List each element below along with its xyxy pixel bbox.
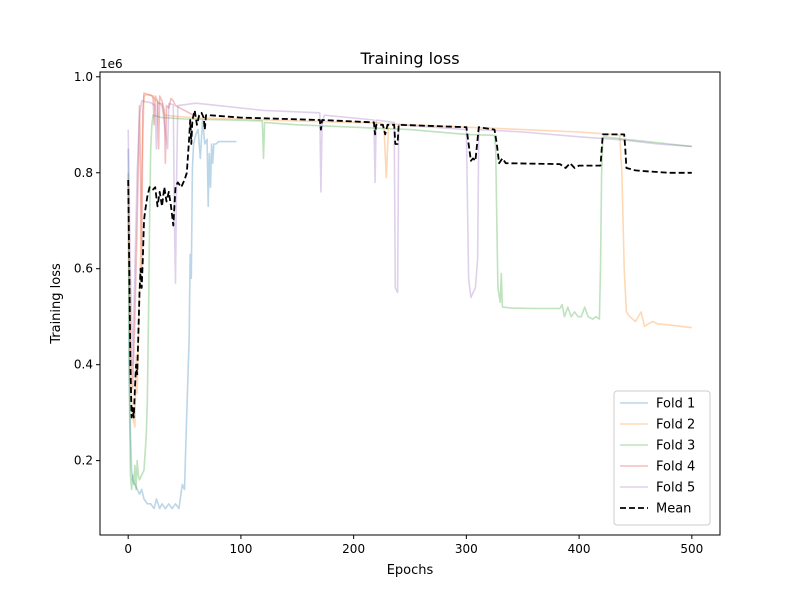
y-axis: 0.2 0.4 0.6 0.8 1.0 <box>74 70 100 468</box>
x-tick-label: 0 <box>124 542 132 556</box>
series-layer <box>127 92 692 510</box>
legend-label-fold-5: Fold 5 <box>656 481 695 496</box>
legend-box <box>613 390 711 526</box>
x-axis: 0 100 200 300 400 500 <box>124 535 703 556</box>
x-tick-label: 100 <box>229 542 252 556</box>
series-line-fold-5 <box>127 100 692 366</box>
x-tick-label: 400 <box>568 542 591 556</box>
y-tick-label: 0.2 <box>74 454 93 468</box>
y-axis-offset-label: 1e6 <box>100 57 123 71</box>
series-line-mean <box>127 109 692 419</box>
series-line-fold-1 <box>127 119 237 510</box>
y-tick-label: 0.6 <box>74 262 93 276</box>
legend-label-fold-4: Fold 4 <box>656 460 695 475</box>
y-tick-label: 1.0 <box>74 70 93 84</box>
y-tick-label: 0.8 <box>74 166 93 180</box>
legend: Fold 1 Fold 2 Fold 3 Fold 4 Fold 5 Mean <box>613 390 711 526</box>
legend-label-fold-3: Fold 3 <box>656 439 695 454</box>
plot-area <box>127 92 692 510</box>
series-line-fold-3 <box>127 114 692 491</box>
x-axis-label: Epochs <box>387 563 434 578</box>
x-tick-label: 300 <box>455 542 478 556</box>
legend-label-fold-1: Fold 1 <box>656 397 695 412</box>
axes-frame <box>99 71 721 536</box>
legend-label-fold-2: Fold 2 <box>656 418 695 433</box>
chart-title: Training loss <box>359 49 459 68</box>
x-tick-label: 200 <box>342 542 365 556</box>
y-tick-label: 0.4 <box>74 358 93 372</box>
series-line-fold-4 <box>127 92 194 390</box>
y-axis-label: Training loss <box>49 263 64 345</box>
legend-label-mean: Mean <box>656 502 691 517</box>
x-tick-label: 500 <box>680 542 703 556</box>
